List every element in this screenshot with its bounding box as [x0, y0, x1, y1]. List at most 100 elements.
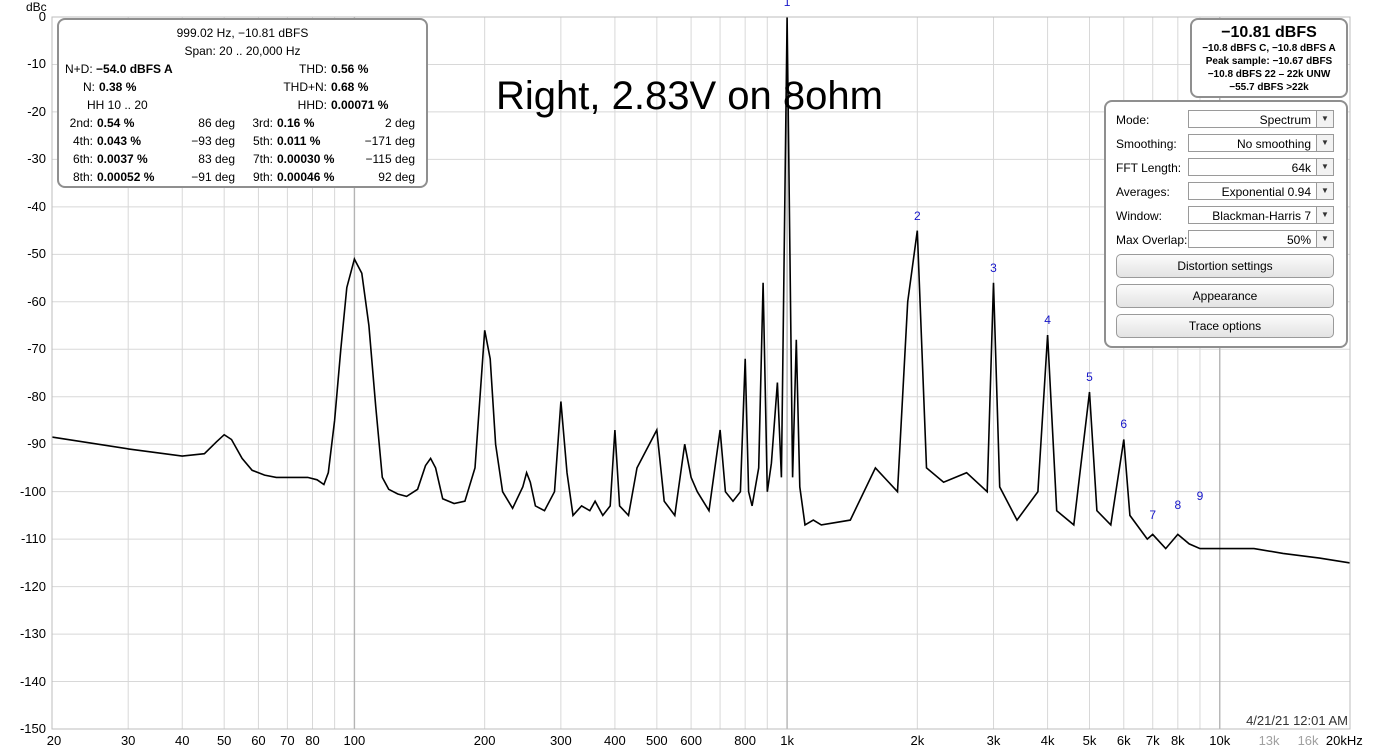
x-tick-label: 300 [549, 733, 572, 748]
x-tick-label: 50 [216, 733, 232, 748]
harmonic-marker-label: 3 [990, 260, 997, 275]
harmonic-marker-label: 4 [1044, 313, 1051, 328]
mode-select[interactable]: Spectrum ▼ [1188, 110, 1334, 128]
x-tick-label: 600 [680, 733, 702, 748]
fft-length-select[interactable]: 64k ▼ [1188, 158, 1334, 176]
x-tick-label: 16k [1297, 733, 1319, 748]
harmonic-label: 5th: [252, 134, 273, 148]
harmonic-value: 0.011 % [277, 134, 321, 148]
max-overlap-row: Max Overlap: 50% ▼ [1116, 230, 1340, 250]
nd-label: N+D: [65, 62, 93, 76]
y-tick-label: -100 [19, 483, 46, 499]
appearance-button[interactable]: Appearance [1116, 284, 1334, 308]
harmonic-marker-label: 2 [913, 208, 921, 223]
harmonic-phase: −115 deg [365, 152, 416, 166]
level-unweighted: −10.8 dBFS 22 – 22k UNW [1207, 69, 1331, 80]
averages-value: Exponential 0.94 [1221, 185, 1311, 199]
harmonic-label: 8th: [72, 170, 93, 184]
x-tick-label: 10k [1209, 733, 1231, 748]
mode-row: Mode: Spectrum ▼ [1116, 110, 1340, 130]
window-select[interactable]: Blackman-Harris 7 ▼ [1188, 206, 1334, 224]
y-tick-label: -110 [20, 531, 46, 547]
x-tick-label: 30 [120, 733, 136, 748]
harmonic-marker-label: 6 [1120, 417, 1128, 432]
y-tick-label: -40 [27, 198, 46, 214]
x-tick-label: 7k [1145, 733, 1160, 748]
stats-header: 999.02 Hz, −10.81 dBFS [176, 26, 309, 40]
nd-value: −54.0 dBFS A [96, 62, 173, 76]
smoothing-value: No smoothing [1236, 137, 1311, 151]
x-tick-label: 100 [343, 733, 366, 748]
settings-panel: Mode: Spectrum ▼ Smoothing: No smoothing… [1104, 100, 1348, 348]
fft-length-row: FFT Length: 64k ▼ [1116, 158, 1340, 178]
window-label: Window: [1116, 209, 1163, 223]
spectrum-trace [51, 16, 1351, 564]
level-main: −10.81 dBFS [1221, 24, 1317, 41]
harmonic-value: 0.0037 % [97, 152, 148, 166]
harmonic-marker-label: 5 [1086, 369, 1093, 384]
harmonic-phase: 83 deg [198, 152, 235, 166]
chevron-down-icon: ▼ [1316, 207, 1333, 223]
y-tick-label: -90 [27, 436, 46, 452]
mode-value: Spectrum [1259, 113, 1311, 127]
thdn-value: 0.68 % [331, 80, 369, 94]
chevron-down-icon: ▼ [1316, 135, 1333, 151]
max-overlap-label: Max Overlap: [1116, 233, 1188, 247]
x-tick-label: 3k [986, 733, 1001, 748]
chart-title: Right, 2.83V on 8ohm [496, 74, 883, 118]
y-tick-label: -70 [27, 341, 46, 357]
y-tick-label: -50 [27, 246, 46, 262]
harmonic-phase: −93 deg [191, 134, 235, 148]
chevron-down-icon: ▼ [1316, 231, 1333, 247]
x-tick-label: 40 [175, 733, 190, 748]
y-tick-label: 0 [38, 9, 46, 24]
smoothing-label: Smoothing: [1116, 137, 1177, 151]
chevron-down-icon: ▼ [1316, 183, 1333, 199]
max-overlap-select[interactable]: 50% ▼ [1188, 230, 1334, 248]
x-tick-label: 400 [604, 733, 626, 748]
harmonic-value: 0.54 % [97, 116, 135, 130]
harmonic-label: 6th: [72, 152, 93, 166]
harmonic-marker-label: 8 [1174, 498, 1182, 513]
x-tick-label: 13k [1258, 733, 1280, 748]
y-tick-label: -20 [27, 103, 46, 119]
harmonic-marker-label: 9 [1196, 488, 1204, 503]
x-tick-label: 60 [251, 733, 266, 748]
level-peak-sample: Peak sample: −10.67 dBFS [1205, 56, 1333, 67]
smoothing-select[interactable]: No smoothing ▼ [1188, 134, 1334, 152]
harmonic-value: 0.16 % [277, 116, 315, 130]
thdn-label: THD+N: [283, 80, 327, 94]
harmonic-label: 2nd: [69, 116, 93, 130]
n-value: 0.38 % [99, 80, 137, 94]
harmonic-marker-label: 1 [783, 0, 791, 9]
chevron-down-icon: ▼ [1316, 159, 1333, 175]
x-tick-label: 20 [46, 733, 62, 748]
x-tick-label: 1k [780, 733, 794, 748]
mode-label: Mode: [1116, 113, 1150, 127]
y-tick-label: -150 [19, 721, 46, 736]
x-tick-label: 2k [910, 733, 925, 748]
max-overlap-value: 50% [1286, 233, 1311, 247]
y-tick-label: -120 [19, 578, 46, 594]
harmonic-value: 0.00030 % [277, 152, 335, 166]
distortion-settings-button[interactable]: Distortion settings [1116, 254, 1334, 278]
harmonic-marker-label: 7 [1149, 507, 1157, 522]
averages-select[interactable]: Exponential 0.94 ▼ [1188, 182, 1334, 200]
y-tick-label: -30 [27, 151, 46, 167]
y-tick-label: -80 [27, 388, 46, 404]
hhd-label: HHD: [297, 98, 327, 112]
fft-length-label: FFT Length: [1116, 161, 1182, 175]
window-value: Blackman-Harris 7 [1212, 209, 1311, 223]
harmonic-value: 0.00052 % [97, 170, 155, 184]
chevron-down-icon: ▼ [1316, 111, 1333, 127]
n-label: N: [83, 80, 95, 94]
distortion-stats-panel: 999.02 Hz, −10.81 dBFS Span: 20 .. 20,00… [57, 18, 428, 188]
fft-length-value: 64k [1291, 161, 1311, 175]
trace-options-button[interactable]: Trace options [1116, 314, 1334, 338]
harmonic-label: 9th: [252, 170, 273, 184]
y-tick-label: -10 [27, 56, 46, 72]
y-axis-unit: dBc [26, 0, 47, 14]
grid [51, 16, 1351, 730]
x-tick-label: 70 [280, 733, 295, 748]
